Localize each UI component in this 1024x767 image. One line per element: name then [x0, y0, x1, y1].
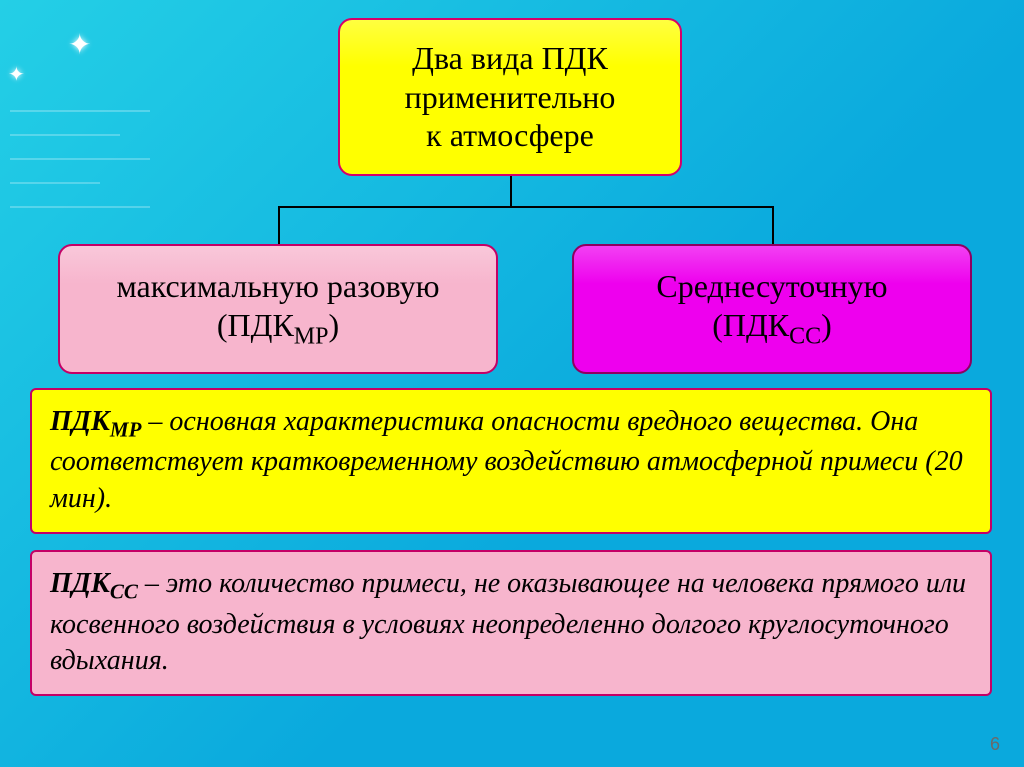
connector: [278, 206, 280, 244]
description-box: ПДКМР – основная характеристика опасност…: [30, 388, 992, 534]
description-box: ПДКСС – это количество примеси, не оказы…: [30, 550, 992, 696]
description-term: ПДКСС: [50, 568, 138, 599]
connector: [772, 206, 774, 244]
root-node-label: Два вида ПДК применительно к атмосфере: [405, 39, 616, 154]
right-child-node: Среднесуточную (ПДКСС): [572, 244, 972, 374]
connector: [510, 176, 512, 206]
description-term: ПДКМР: [50, 406, 141, 437]
description-body: – основная характеристика опасности вред…: [50, 406, 963, 514]
left-child-label: максимальную разовую (ПДКМР): [117, 267, 440, 351]
description-body: – это количество примеси, не оказывающее…: [50, 568, 966, 676]
connector: [278, 206, 772, 208]
slide-content: Два вида ПДК применительно к атмосфере м…: [0, 0, 1024, 767]
left-child-node: максимальную разовую (ПДКМР): [58, 244, 498, 374]
hierarchy-tree: Два вида ПДК применительно к атмосфере м…: [30, 18, 994, 388]
root-node: Два вида ПДК применительно к атмосфере: [338, 18, 682, 176]
right-child-label: Среднесуточную (ПДКСС): [656, 267, 887, 351]
